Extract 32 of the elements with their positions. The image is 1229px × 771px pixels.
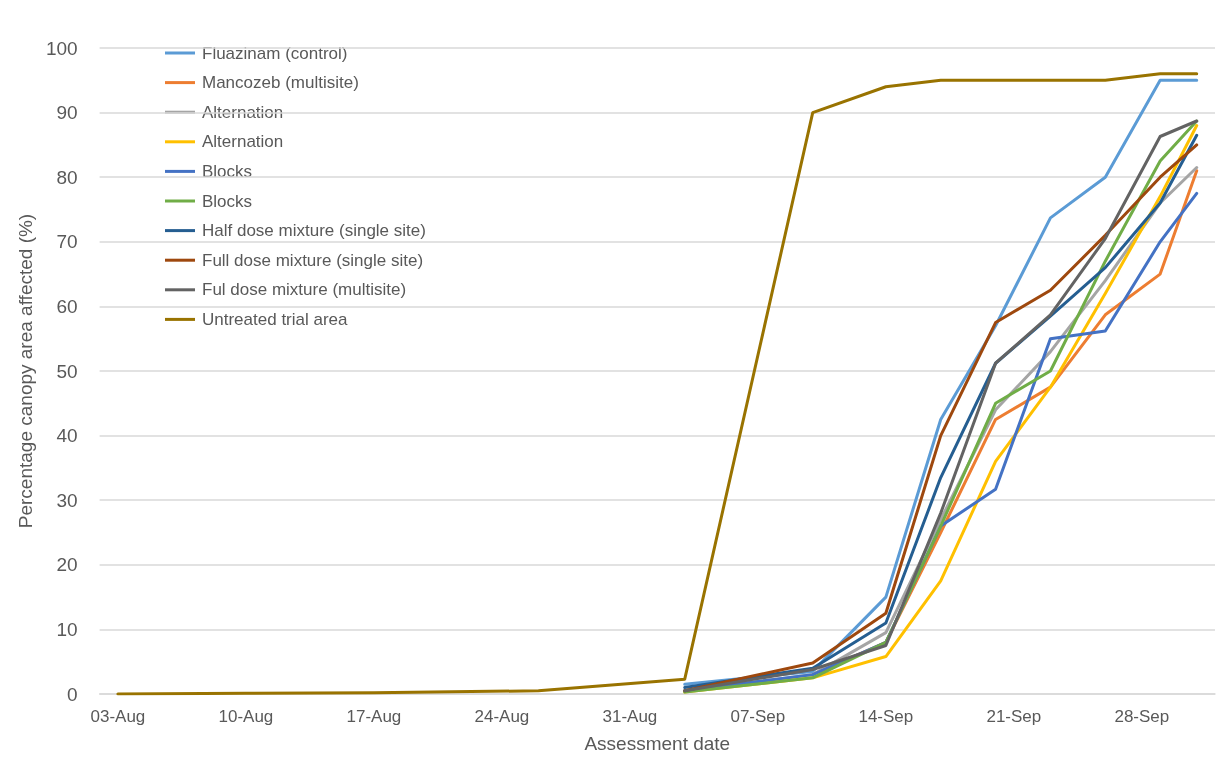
y-tick-label: 60 (56, 295, 78, 317)
x-tick-label: 21-Sep (986, 707, 1042, 726)
x-tick-label: 14-Sep (858, 707, 914, 726)
x-tick-label: 10-Aug (218, 707, 274, 726)
y-axis-title: Percentage canopy area affected (%) (15, 213, 36, 529)
y-tick-label: 10 (56, 618, 78, 640)
legend-label: Untreated trial area (202, 309, 349, 329)
legend-label: Alternation (202, 132, 284, 152)
y-tick-label: 80 (56, 166, 78, 188)
legend-label: Ful dose mixture (multisite) (202, 280, 407, 300)
legend-label: Alternation (202, 102, 284, 122)
x-tick-label: 17-Aug (346, 707, 402, 726)
x-tick-label: 24-Aug (474, 707, 530, 726)
x-tick-label: 03-Aug (90, 707, 146, 726)
y-tick-label: 50 (56, 360, 78, 382)
y-tick-label: 70 (56, 231, 78, 253)
x-tick-label: 31-Aug (602, 707, 658, 726)
legend-label: Half dose mixture (single site) (202, 221, 426, 241)
x-axis-title: Assessment date (584, 733, 731, 754)
legend-label: Fluazinam (control) (202, 43, 348, 63)
y-tick-label: 20 (56, 554, 78, 576)
x-tick-label: 28-Sep (1114, 707, 1170, 726)
y-tick-label: 30 (56, 489, 78, 511)
legend-label: Mancozeb (multisite) (202, 73, 359, 93)
legend-label: Full dose mixture (single site) (202, 250, 424, 270)
y-tick-label: 90 (56, 102, 78, 124)
legend-label: Blocks (202, 161, 253, 181)
x-tick-label: 07-Sep (730, 707, 786, 726)
legend-label: Blocks (202, 191, 253, 211)
y-tick-label: 100 (45, 37, 78, 59)
y-tick-label: 0 (67, 683, 78, 705)
y-tick-label: 40 (56, 425, 78, 447)
